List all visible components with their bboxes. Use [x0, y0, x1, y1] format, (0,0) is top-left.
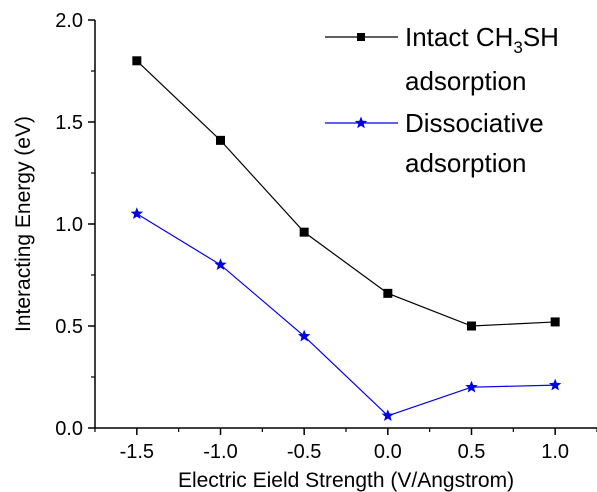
series-line-1	[136, 213, 556, 417]
legend-label-intact-subscript: 3	[513, 38, 522, 57]
data-point-square	[132, 56, 142, 66]
legend: Intact CH3SH adsorption Dissociative ads…	[325, 22, 559, 178]
legend-label-intact-part1: Intact CH	[405, 22, 513, 52]
x-tick-label: 1.0	[541, 441, 569, 463]
x-tick-label: -1.5	[120, 441, 154, 463]
data-point-star	[465, 380, 478, 393]
legend-label-intact-part2: SH	[523, 22, 559, 52]
x-tick-label: 0.0	[374, 441, 402, 463]
y-tick-label: 1.5	[55, 112, 83, 134]
x-tick-label: -1.0	[203, 441, 237, 463]
data-point-star	[381, 409, 395, 422]
legend-label-dissociative-line2: adsorption	[405, 148, 526, 178]
legend-label-intact-line2: adsorption	[405, 66, 526, 96]
data-point-square	[550, 317, 560, 327]
data-point-square	[299, 227, 309, 237]
data-point-square	[467, 321, 476, 331]
y-axis-title: Interacting Energy (eV)	[12, 116, 35, 332]
y-tick-label: 0.5	[55, 316, 83, 338]
y-tick-label: 2.0	[55, 10, 83, 32]
y-tick-label: 0.0	[55, 418, 83, 440]
ticks-layer: -1.5 -1.0 -0.5 0.0 0.5 1.0 0.0 0.5 1.0 1.5 2.0	[55, 10, 597, 463]
data-point-square	[216, 135, 225, 145]
legend-label-dissociative: Dissociative	[405, 108, 544, 138]
x-tick-label: 0.5	[458, 441, 486, 463]
data-point-star	[214, 258, 227, 271]
legend-marker-square	[357, 33, 365, 41]
data-point-star	[548, 378, 562, 391]
series-layer	[130, 56, 562, 422]
legend-label-intact: Intact CH3SH	[405, 22, 559, 57]
x-axis-title: Electric Eield Strength (V/Angstrom)	[178, 469, 514, 492]
data-point-star	[297, 329, 311, 342]
x-tick-label: -0.5	[287, 441, 321, 463]
legend-marker-star	[354, 116, 368, 129]
data-point-star	[130, 207, 144, 220]
series-line-0	[136, 60, 556, 327]
data-point-square	[383, 288, 393, 298]
y-tick-label: 1.0	[55, 214, 83, 236]
